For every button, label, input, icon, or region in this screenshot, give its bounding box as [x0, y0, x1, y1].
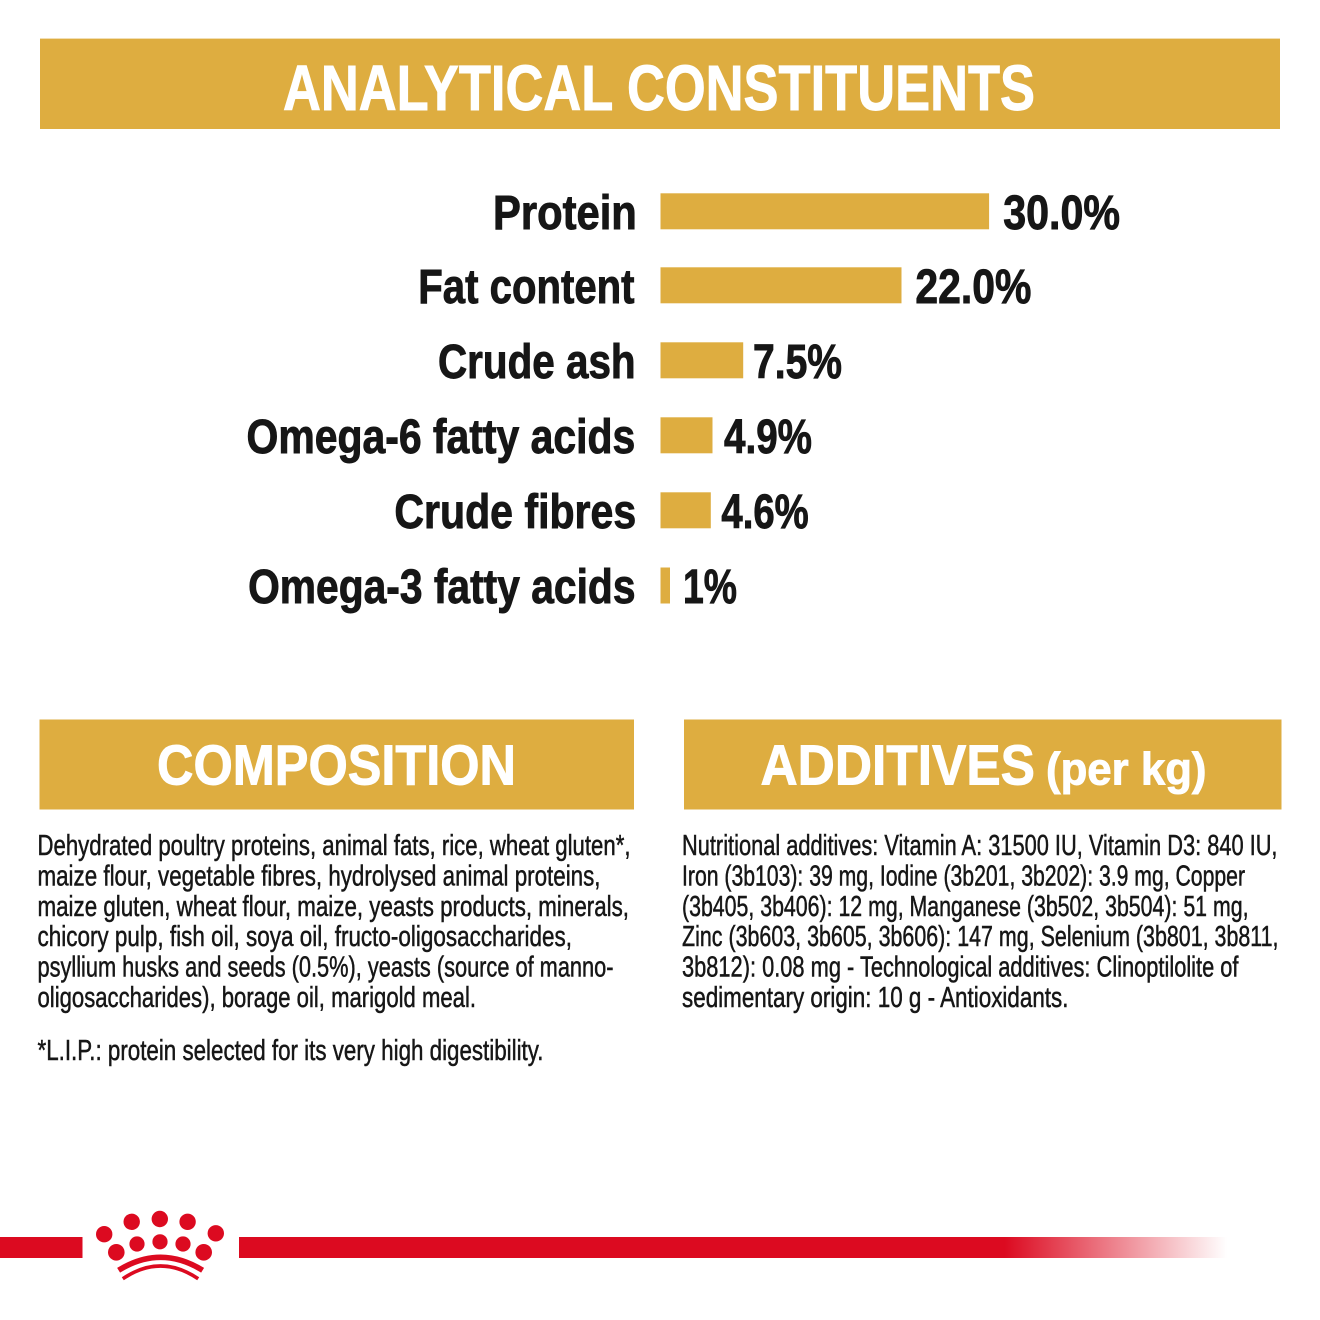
svg-text:ANALYTICAL CONSTITUENTS: ANALYTICAL CONSTITUENTS: [283, 52, 1035, 124]
svg-text:Omega-3 fatty acids: Omega-3 fatty acids: [248, 561, 635, 614]
svg-text:COMPOSITION: COMPOSITION: [157, 734, 516, 798]
svg-text:Fat content: Fat content: [418, 261, 634, 314]
svg-text:4.9%: 4.9%: [724, 411, 812, 464]
svg-text:Omega-6 fatty acids: Omega-6 fatty acids: [247, 411, 636, 464]
svg-text:4.6%: 4.6%: [721, 486, 808, 539]
svg-text:1%: 1%: [683, 561, 737, 614]
svg-text:*L.I.P.: protein selected for: *L.I.P.: protein selected for its very h…: [38, 1035, 544, 1067]
svg-text:22.0%: 22.0%: [915, 261, 1031, 314]
svg-text:maize gluten, wheat flour, mai: maize gluten, wheat flour, maize, yeasts…: [38, 891, 630, 923]
svg-text:Protein: Protein: [493, 187, 637, 240]
svg-text:Crude fibres: Crude fibres: [394, 486, 636, 539]
svg-text:3b812): 0.08 mg - Technologica: 3b812): 0.08 mg - Technological additive…: [682, 952, 1239, 984]
svg-text:Iron (3b103): 39 mg, Iodine (3: Iron (3b103): 39 mg, Iodine (3b201, 3b20…: [682, 860, 1245, 892]
svg-text:(3b405, 3b406): 12 mg, Mangane: (3b405, 3b406): 12 mg, Manganese (3b502,…: [682, 891, 1249, 923]
svg-text:(per kg): (per kg): [1046, 744, 1207, 795]
svg-text:oligosaccharides), borage oil,: oligosaccharides), borage oil, marigold …: [38, 982, 477, 1014]
svg-text:7.5%: 7.5%: [753, 336, 842, 389]
svg-text:Zinc (3b603, 3b605, 3b606): 14: Zinc (3b603, 3b605, 3b606): 147 mg, Sele…: [682, 921, 1279, 953]
svg-text:chicory pulp, fish oil, soya o: chicory pulp, fish oil, soya oil, fructo…: [38, 921, 573, 953]
svg-text:ADDITIVES: ADDITIVES: [761, 734, 1036, 798]
svg-text:psyllium husks and seeds (0.5%: psyllium husks and seeds (0.5%), yeasts …: [38, 952, 614, 984]
svg-text:sedimentary origin: 10 g - Ant: sedimentary origin: 10 g - Antioxidants.: [682, 982, 1069, 1014]
svg-text:Crude ash: Crude ash: [438, 336, 636, 389]
svg-text:maize flour, vegetable fibres,: maize flour, vegetable fibres, hydrolyse…: [38, 860, 601, 892]
svg-text:30.0%: 30.0%: [1003, 187, 1120, 240]
svg-text:Dehydrated poultry proteins, a: Dehydrated poultry proteins, animal fats…: [38, 830, 631, 862]
svg-text:Nutritional additives: Vitamin: Nutritional additives: Vitamin A: 31500 …: [682, 830, 1278, 862]
